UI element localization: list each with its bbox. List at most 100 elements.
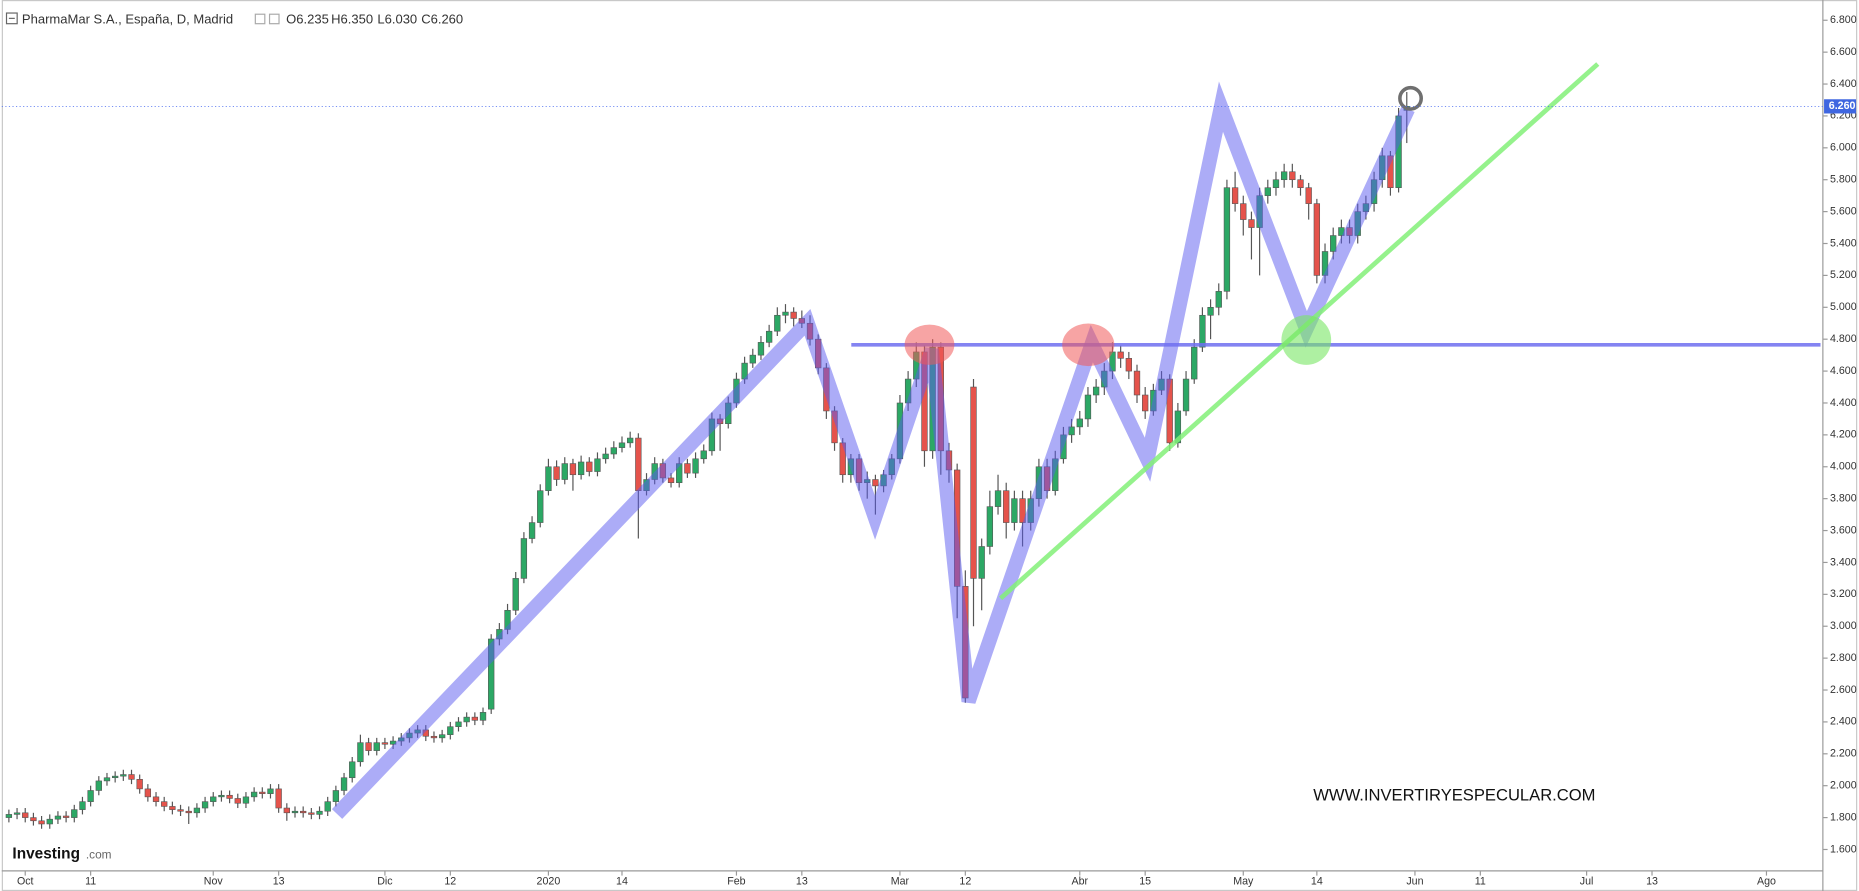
candle-body	[340, 777, 348, 791]
candle-body	[1280, 171, 1288, 181]
candle-body	[1003, 490, 1010, 523]
candle-body	[455, 721, 462, 727]
x-tick-label: Dic	[377, 875, 393, 887]
candle-body	[38, 820, 45, 825]
candle-body	[1011, 498, 1018, 523]
candle-body	[152, 796, 160, 802]
y-tick-label: 3.000	[1830, 620, 1857, 632]
candle-body	[1207, 306, 1214, 316]
candle-body	[994, 490, 1002, 507]
x-tick-label: 13	[273, 875, 285, 887]
x-tick-label: 11	[85, 875, 96, 887]
candle-body	[103, 777, 111, 782]
open-value: O6.235	[286, 12, 329, 27]
candle-body	[1215, 291, 1222, 308]
candle-body	[1019, 498, 1026, 523]
x-tick-label: Nov	[204, 875, 224, 887]
candle-body	[561, 463, 568, 480]
candle-body	[46, 818, 53, 825]
x-tick-label: Ago	[1757, 875, 1776, 887]
candle-body	[757, 342, 765, 356]
candle-body	[667, 477, 675, 484]
candle-body	[234, 798, 241, 804]
candle-body	[1223, 187, 1231, 292]
x-tick-label: 12	[959, 875, 971, 887]
candle-body	[259, 791, 266, 794]
candle-body	[569, 463, 577, 476]
y-tick-label: 3.600	[1830, 524, 1857, 536]
y-tick-label: 6.800	[1830, 14, 1857, 26]
y-tick-label: 4.200	[1830, 429, 1857, 441]
legend: PharmaMar S.A., España, D, Madrid O6.235…	[5, 12, 463, 27]
candle-body	[144, 788, 152, 798]
x-tick-label: 14	[616, 875, 628, 887]
high-value: H6.350	[331, 12, 373, 27]
candle-body	[291, 810, 299, 814]
x-tick-label: 14	[1311, 875, 1323, 887]
y-tick-label: 3.200	[1830, 588, 1857, 600]
x-tick-label: Oct	[17, 875, 34, 887]
candle-body	[520, 538, 528, 579]
candle-body	[684, 463, 691, 474]
candle-body	[177, 809, 184, 812]
candle-body	[1191, 346, 1198, 380]
candle-body	[602, 453, 609, 460]
candle-body	[1142, 394, 1149, 412]
candle-body	[1248, 219, 1255, 228]
candle-body	[79, 801, 86, 810]
instrument-title: PharmaMar S.A., España, D, Madrid	[22, 12, 233, 27]
low-value: L6.030	[377, 12, 417, 27]
candle-body	[537, 490, 544, 523]
candle-body	[970, 386, 977, 579]
candle-body	[22, 812, 29, 818]
candle-body	[332, 790, 340, 802]
y-tick-label: 6.400	[1830, 78, 1857, 90]
x-tick-label: 15	[1139, 875, 1151, 887]
candle-body	[316, 810, 323, 815]
y-tick-label: 5.800	[1830, 174, 1857, 186]
candle-body	[226, 794, 233, 799]
candle-body	[512, 578, 519, 611]
candle-body	[1240, 203, 1247, 220]
candle-body	[1199, 314, 1206, 348]
candle-body	[381, 742, 389, 745]
last-price-label: 6.260	[1829, 100, 1856, 112]
candle-body	[782, 311, 789, 316]
close-icon[interactable]	[268, 13, 280, 25]
collapse-icon[interactable]	[5, 12, 18, 25]
candle-body	[5, 814, 13, 818]
candle-body	[488, 638, 495, 710]
candle-body	[1272, 179, 1280, 188]
logo: Investing	[12, 845, 80, 862]
candle-body	[528, 522, 536, 539]
candle-body	[357, 742, 364, 763]
candle-body	[1313, 203, 1321, 276]
candle-body	[618, 442, 626, 448]
candle-body	[136, 779, 143, 790]
y-tick-label: 6.600	[1830, 46, 1857, 58]
candle-body	[185, 810, 192, 814]
y-tick-label: 5.200	[1830, 269, 1857, 281]
candle-body	[1092, 386, 1100, 396]
candle-body	[54, 815, 62, 820]
candle-body	[283, 807, 290, 814]
candle-body	[250, 791, 258, 798]
candle-body	[218, 794, 225, 798]
settings-icon[interactable]	[254, 13, 266, 25]
top-marker	[1062, 323, 1115, 367]
candle-body	[635, 437, 642, 491]
drawings	[331, 62, 1821, 819]
candle-body	[300, 810, 307, 814]
candle-body	[87, 790, 94, 802]
candle-body	[1297, 179, 1304, 188]
x-tick-label: Feb	[727, 875, 745, 887]
y-tick-label: 6.000	[1830, 142, 1857, 154]
candle-body	[463, 716, 470, 723]
candle-body	[1084, 394, 1092, 420]
target-marker	[1398, 85, 1423, 111]
candle-body	[1330, 235, 1337, 252]
candle-body	[872, 479, 879, 487]
x-tick-label: 13	[1646, 875, 1658, 887]
